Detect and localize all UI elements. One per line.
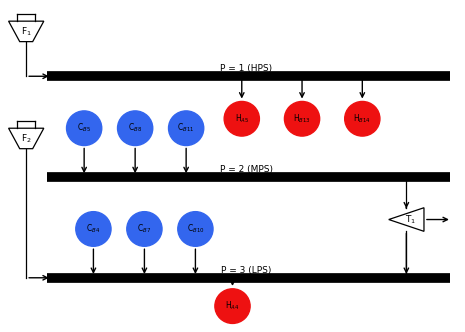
Ellipse shape — [127, 212, 162, 246]
Ellipse shape — [285, 102, 319, 136]
Ellipse shape — [224, 102, 259, 136]
Ellipse shape — [345, 102, 380, 136]
Ellipse shape — [76, 212, 111, 246]
Text: H$_{B14}$: H$_{B14}$ — [353, 113, 371, 125]
Text: F$_2$: F$_2$ — [21, 132, 32, 145]
Ellipse shape — [118, 111, 153, 145]
Polygon shape — [8, 21, 44, 42]
Text: C$_{B8}$: C$_{B8}$ — [128, 122, 142, 134]
Ellipse shape — [66, 111, 102, 145]
Text: C$_{B4}$: C$_{B4}$ — [86, 223, 100, 235]
Text: T$_1$: T$_1$ — [405, 213, 416, 226]
Ellipse shape — [215, 289, 250, 323]
Ellipse shape — [178, 212, 213, 246]
Text: P = 2 (MPS): P = 2 (MPS) — [220, 165, 273, 174]
Text: C$_{B10}$: C$_{B10}$ — [186, 223, 204, 235]
Text: C$_{B11}$: C$_{B11}$ — [178, 122, 195, 134]
Text: C$_{B7}$: C$_{B7}$ — [137, 223, 152, 235]
Ellipse shape — [168, 111, 204, 145]
Text: C$_{B5}$: C$_{B5}$ — [77, 122, 91, 134]
Polygon shape — [8, 128, 44, 149]
Text: H$_{A4}$: H$_{A4}$ — [225, 300, 240, 312]
Text: P = 3 (LPS): P = 3 (LPS) — [221, 266, 272, 275]
Text: P = 1 (HPS): P = 1 (HPS) — [220, 64, 272, 73]
Text: H$_{B13}$: H$_{B13}$ — [293, 113, 311, 125]
Text: F$_1$: F$_1$ — [21, 25, 32, 38]
Text: H$_{A5}$: H$_{A5}$ — [234, 113, 249, 125]
